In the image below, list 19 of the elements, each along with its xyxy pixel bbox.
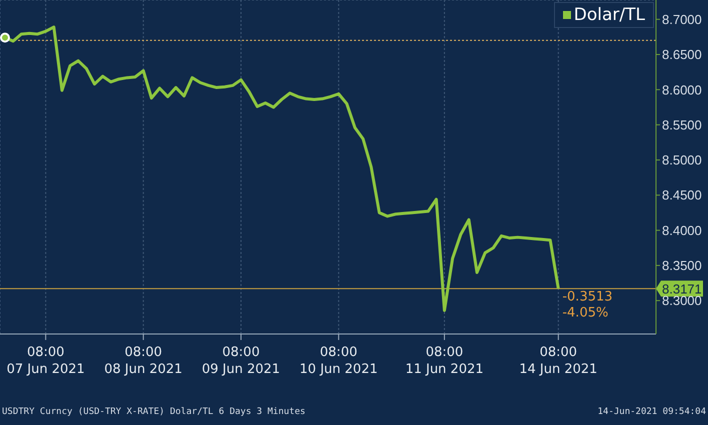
y-tick-label: 8.5500 <box>662 117 702 132</box>
x-tick-label: 08:00 09 Jun 2021 <box>202 345 280 377</box>
annotation: -0.3513 <box>562 290 613 305</box>
y-tick-label: 8.4000 <box>662 222 702 238</box>
x-tick-label: 08:00 11 Jun 2021 <box>405 345 484 377</box>
y-tick-label: 8.3500 <box>662 258 702 274</box>
y-tick-label: 8.7000 <box>662 12 702 27</box>
x-tick-label: 08:00 10 Jun 2021 <box>300 345 378 377</box>
y-tick-label: 8.5000 <box>662 152 702 168</box>
y-tick-label: 8.4500 <box>662 188 702 203</box>
y-tick-label: 8.6500 <box>662 47 702 62</box>
x-tick-label: 08:00 14 Jun 2021 <box>519 345 598 377</box>
text: USDTRY Curncy (USD-TRY X-RATE) Dolar/TL 6 Days 3 Minutes <box>2 407 306 419</box>
x-tick-label: 08:00 08 Jun 2021 <box>104 345 182 377</box>
text: 14-Jun-2021 09:54:04 <box>598 407 706 419</box>
annotation: -4.05% <box>562 306 608 321</box>
x-tick-label: 08:00 07 Jun 2021 <box>6 345 85 377</box>
y-tick-label: 8.6000 <box>662 82 702 98</box>
legend-label: Dolar/TL <box>572 5 645 25</box>
